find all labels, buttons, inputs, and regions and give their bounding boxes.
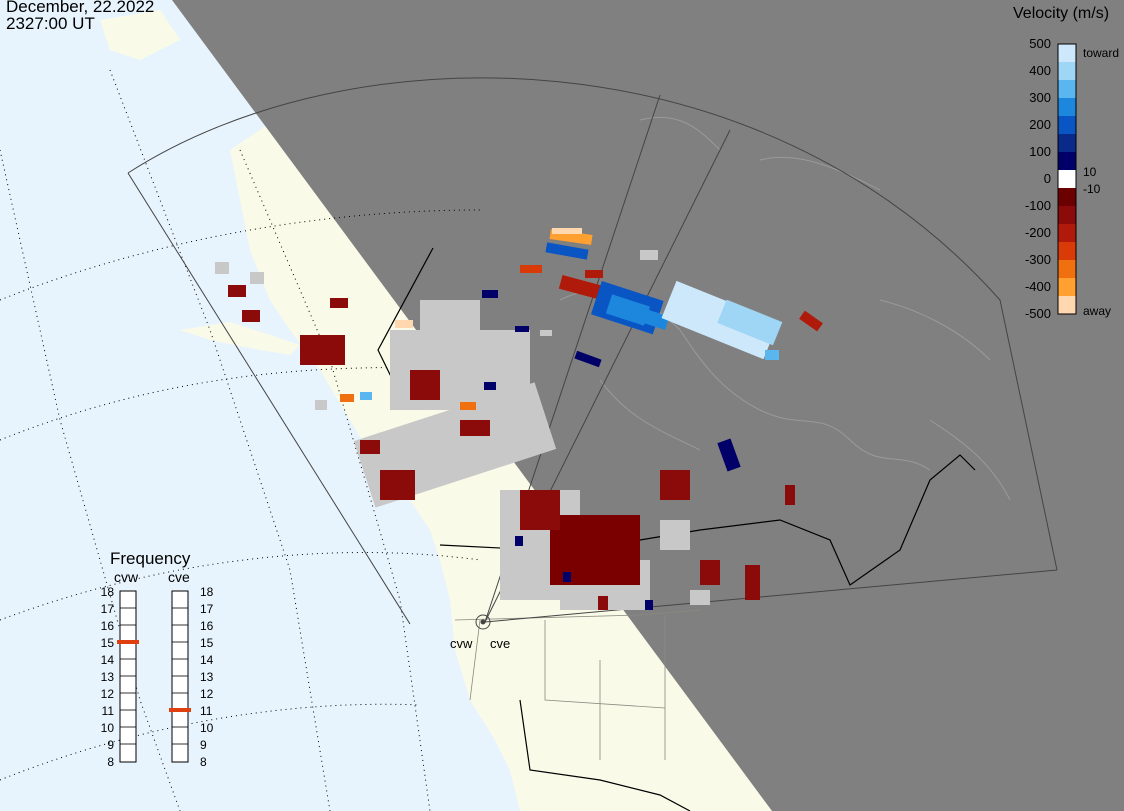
colorbar-segment bbox=[1058, 260, 1076, 279]
colorbar-segment bbox=[1058, 188, 1076, 207]
frequency-tick-label: 12 bbox=[101, 687, 115, 701]
frequency-tick-label: 13 bbox=[101, 670, 115, 684]
colorbar-tick-label: -100 bbox=[1025, 198, 1051, 213]
frequency-tick-label: 14 bbox=[200, 653, 214, 667]
frequency-tick-label: 17 bbox=[101, 602, 115, 616]
frequency-tick-label: 16 bbox=[101, 619, 115, 633]
frequency-indicator: cvw18171615141312111098cve18171615141312… bbox=[101, 569, 214, 769]
colorbar-tick-label: -200 bbox=[1025, 225, 1051, 240]
frequency-tick-label: 18 bbox=[200, 585, 214, 599]
station-label-cvw: cvw bbox=[450, 636, 473, 651]
velocity-colorbar: 500 400 300 200 100 0 -100 -200 -300 -400 -500 towa… bbox=[1025, 36, 1119, 321]
colorbar-segment bbox=[1058, 80, 1076, 99]
colorbar-segment bbox=[1058, 278, 1076, 297]
colorbar-tick-label: -500 bbox=[1025, 306, 1051, 321]
frequency-tick-label: 11 bbox=[200, 704, 213, 718]
frequency-tick-label: 9 bbox=[107, 738, 114, 752]
frequency-radar-label: cvw bbox=[114, 569, 139, 585]
frequency-column bbox=[171, 590, 189, 763]
colorbar-tick-label: 400 bbox=[1029, 63, 1051, 78]
frequency-tick-label: 18 bbox=[101, 585, 115, 599]
time-title: 2327:00 UT bbox=[6, 14, 95, 33]
frequency-tick-label: 15 bbox=[101, 636, 115, 650]
toward-label: toward bbox=[1083, 46, 1119, 60]
colorbar-segment bbox=[1058, 134, 1076, 153]
away-label: away bbox=[1083, 304, 1111, 318]
frequency-tick-label: 8 bbox=[107, 755, 114, 769]
frequency-tick-label: 10 bbox=[200, 721, 214, 735]
frequency-tick-label: 17 bbox=[200, 602, 214, 616]
minus-ten-label: -10 bbox=[1083, 182, 1101, 196]
frequency-title: Frequency bbox=[110, 549, 191, 568]
colorbar-tick-label: 0 bbox=[1044, 171, 1051, 186]
aleutian-bits bbox=[100, 10, 180, 60]
frequency-radar-label: cve bbox=[168, 569, 190, 585]
state-lines bbox=[454, 609, 701, 760]
colorbar-segment bbox=[1058, 62, 1076, 81]
colorbar-tick-label: 500 bbox=[1029, 36, 1051, 51]
colorbar-segment bbox=[1058, 98, 1076, 117]
frequency-tick-label: 8 bbox=[200, 755, 207, 769]
frequency-tick-label: 12 bbox=[200, 687, 214, 701]
frequency-marker bbox=[117, 640, 139, 644]
colorbar-tick-label: 300 bbox=[1029, 90, 1051, 105]
velocity-scale-title: Velocity (m/s) bbox=[1013, 5, 1110, 22]
colorbar-tick-label: 100 bbox=[1029, 144, 1051, 159]
frequency-tick-label: 9 bbox=[200, 738, 207, 752]
colorbar-segment bbox=[1058, 206, 1076, 225]
alaska-peninsula bbox=[180, 322, 300, 355]
frequency-tick-label: 10 bbox=[101, 721, 115, 735]
frequency-column bbox=[119, 590, 137, 763]
graticule bbox=[0, 69, 481, 811]
colorbar-segment bbox=[1058, 44, 1076, 63]
colorbar-tick-label: -400 bbox=[1025, 279, 1051, 294]
frequency-tick-label: 16 bbox=[200, 619, 214, 633]
colorbar-tick-label: -300 bbox=[1025, 252, 1051, 267]
vancouver-island bbox=[430, 510, 470, 555]
night-shade bbox=[172, 0, 1124, 811]
plus-ten-label: 10 bbox=[1083, 165, 1097, 179]
frequency-marker bbox=[169, 708, 191, 712]
colorbar-segment bbox=[1058, 116, 1076, 135]
colorbar-tick-label: 200 bbox=[1029, 117, 1051, 132]
frequency-tick-label: 14 bbox=[101, 653, 115, 667]
colorbar-frame bbox=[1057, 43, 1077, 315]
kodiak-island bbox=[288, 205, 315, 240]
frequency-tick-label: 15 bbox=[200, 636, 214, 650]
colorbar-segment bbox=[1058, 242, 1076, 261]
station-label-cve: cve bbox=[490, 636, 510, 651]
colorbar-segment bbox=[1058, 152, 1076, 171]
frequency-tick-label: 11 bbox=[102, 704, 115, 718]
colorbar-segment bbox=[1058, 170, 1076, 189]
date-title: December, 22.2022 bbox=[6, 0, 155, 16]
radar-site bbox=[475, 614, 491, 630]
colorbar-segment bbox=[1058, 224, 1076, 243]
frequency-tick-label: 13 bbox=[200, 670, 214, 684]
velocity-returns bbox=[228, 228, 823, 610]
colorbar-segment bbox=[1058, 296, 1076, 315]
